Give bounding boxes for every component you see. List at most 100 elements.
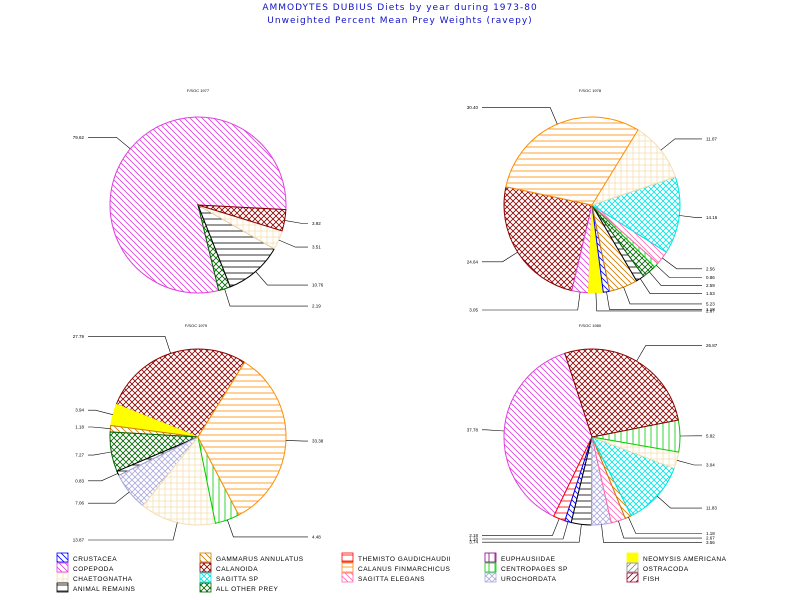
value-label: 5.23 [706, 301, 715, 306]
value-label: 26.87 [706, 343, 718, 348]
legend-swatch [199, 582, 212, 593]
value-label: 37.78 [467, 427, 479, 432]
legend-item-urochordata: UROCHORDATA [484, 572, 557, 583]
value-label: 10.76 [312, 283, 324, 288]
leader-line [482, 107, 558, 125]
leader-line [649, 271, 702, 286]
value-label: 24.64 [467, 259, 479, 264]
leader-line [88, 426, 111, 429]
legend-label: CALANOIDA [216, 566, 258, 573]
legend-label: OSTRACODA [643, 566, 689, 573]
value-label: 2.67 [706, 308, 715, 313]
legend-label: GAMMARUS ANNULATUS [216, 556, 304, 563]
legend-item-sagitta-elegans: SAGITTA ELEGANS [341, 572, 425, 583]
value-label: 79.62 [73, 135, 85, 140]
legend-item-calanoida: CALANOIDA [199, 562, 258, 573]
leader-line [601, 524, 702, 543]
legend-item-fish: FISH [626, 572, 660, 583]
value-label: 7.27 [75, 453, 84, 458]
pie-slice-calanus-finmarchicus [505, 116, 639, 206]
value-label: 1.18 [706, 307, 715, 312]
value-label: 4.48 [312, 534, 321, 539]
pie-title: F/SOC 1980 [579, 323, 602, 328]
legend-item-copepoda: COPEPODA [56, 562, 114, 573]
leader-line [227, 519, 308, 538]
pie-title: F/SOC 1977 [187, 88, 210, 93]
legend-item-chaetognatha: CHAETOGNATHA [56, 572, 133, 583]
legend-label: ALL OTHER PREY [216, 586, 279, 593]
pie-chart-f-soc-1978: F/SOC 1978 24.64 3.05 2.671.185.23 1.53 2.59 0… [467, 88, 718, 313]
legend: CRUSTACEA GAMMARUS ANNULATUS THEMISTO GAUD… [56, 552, 727, 593]
leader-line [285, 440, 308, 442]
leader-line [623, 286, 702, 305]
value-label: 3.94 [75, 408, 84, 413]
leader-line [88, 522, 178, 541]
pie-chart-f-soc-1979: F/SOC 1979 27.79 3.94 1.18 7.27 0.83 7.06 13.87… [73, 323, 324, 543]
value-label: 7.06 [75, 501, 84, 506]
leader-line [595, 292, 702, 312]
legend-label: UROCHORDATA [501, 576, 557, 583]
leader-line [655, 264, 702, 278]
legend-swatch [626, 562, 639, 573]
legend-item-sagitta-sp: SAGITTA SP [199, 572, 258, 583]
legend-swatch [626, 572, 639, 583]
legend-label: THEMISTO GAUDICHAUDII [358, 556, 451, 563]
legend-swatch [56, 552, 69, 563]
legend-item-gammarus-annulatus: GAMMARUS ANNULATUS [199, 552, 304, 563]
legend-label: CHAETOGNATHA [73, 576, 133, 583]
legend-label: SAGITTA ELEGANS [358, 576, 425, 583]
leader-line [679, 215, 702, 218]
pie-slice-calanoida [564, 348, 679, 438]
leader-line [636, 345, 702, 362]
legend-item-centropages-sp: CENTROPAGES SP [484, 562, 568, 573]
legend-swatch [199, 572, 212, 583]
value-label: 2.19 [312, 304, 321, 309]
legend-swatch [626, 552, 639, 563]
pie-slice-sagitta-sp [590, 176, 681, 253]
legend-label: EUPHAUSIIDAE [501, 556, 556, 563]
legend-item-crustacea: CRUSTACEA [56, 552, 117, 563]
pie-title: F/SOC 1978 [579, 88, 602, 93]
leader-line [660, 138, 702, 151]
legend-item-themisto-gaudichaudii: THEMISTO GAUDICHAUDII [341, 552, 451, 563]
leader-line [482, 292, 581, 311]
legend-item-ostracoda: OSTRACODA [626, 562, 689, 573]
legend-item-calanus-finmarchicus: CALANUS FINMARCHICUS [341, 562, 451, 573]
legend-item-animal-remains: ANIMAL REMAINS [56, 582, 136, 593]
legend-swatch [484, 562, 497, 573]
legend-label: NEOMYSIS AMERICANA [643, 556, 727, 563]
value-label: 11.07 [706, 136, 717, 141]
leader-line [482, 521, 569, 540]
legend-label: SAGITTA SP [216, 576, 258, 583]
pie-chart-f-soc-1977: F/SOC 1977 79.62 2.19 10.76 3.51 3.92 [73, 88, 324, 309]
legend-swatch [341, 552, 354, 563]
value-label: 11.83 [706, 506, 717, 511]
value-label: 30.40 [467, 105, 479, 110]
legend-label: CALANUS FINMARCHICUS [358, 566, 451, 573]
pie-slice-copepoda [503, 352, 593, 517]
chart-title: AMMODYTES DUBIUS Diets by year during 19… [262, 3, 538, 13]
leader-line [255, 271, 308, 286]
value-label: 2.18 [469, 533, 478, 538]
legend-swatch [199, 562, 212, 573]
value-label: 1.18 [706, 531, 715, 536]
leader-line [88, 451, 112, 456]
value-label: 3.92 [312, 221, 321, 226]
value-label: 27.79 [73, 334, 85, 339]
legend-label: FISH [643, 576, 660, 583]
leader-line [618, 520, 702, 539]
leader-line [284, 220, 308, 224]
value-label: 13.87 [73, 538, 85, 543]
legend-swatch [484, 552, 497, 563]
legend-label: CENTROPAGES SP [501, 566, 568, 573]
leader-line [482, 524, 582, 543]
leader-line [639, 278, 702, 295]
legend-swatch [341, 562, 354, 573]
legend-item-euphausiidae: EUPHAUSIIDAE [484, 552, 556, 563]
leader-line [278, 239, 308, 248]
legend-label: COPEPODA [73, 566, 114, 573]
legend-swatch [199, 552, 212, 563]
leader-line [88, 409, 113, 415]
legend-swatch [56, 562, 69, 573]
legend-label: ANIMAL REMAINS [73, 586, 136, 593]
